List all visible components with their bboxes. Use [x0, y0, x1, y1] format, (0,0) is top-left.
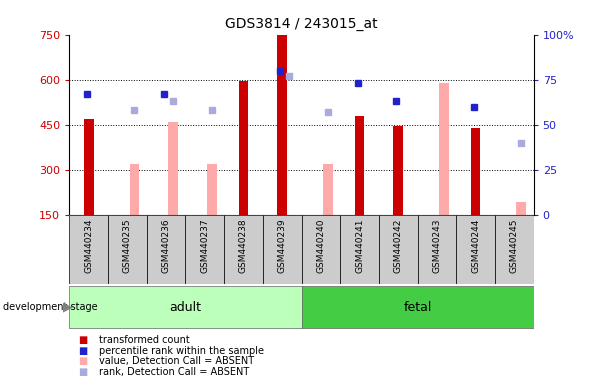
Bar	[323, 164, 333, 215]
Text: ▶: ▶	[63, 301, 73, 314]
Text: ■: ■	[78, 367, 87, 377]
Text: value, Detection Call = ABSENT: value, Detection Call = ABSENT	[99, 356, 254, 366]
FancyBboxPatch shape	[340, 215, 379, 284]
Text: transformed count: transformed count	[99, 335, 190, 345]
Text: ■: ■	[78, 335, 87, 345]
Text: ■: ■	[78, 346, 87, 356]
Bar	[355, 116, 364, 215]
Text: development stage: development stage	[3, 302, 98, 312]
FancyBboxPatch shape	[302, 286, 534, 328]
FancyBboxPatch shape	[417, 215, 456, 284]
Bar	[439, 83, 449, 215]
Text: ■: ■	[78, 356, 87, 366]
Text: percentile rank within the sample: percentile rank within the sample	[99, 346, 265, 356]
Text: GSM440242: GSM440242	[394, 218, 403, 273]
Text: GSM440236: GSM440236	[162, 218, 171, 273]
FancyBboxPatch shape	[108, 215, 147, 284]
Text: GSM440245: GSM440245	[510, 218, 519, 273]
FancyBboxPatch shape	[147, 215, 186, 284]
Title: GDS3814 / 243015_at: GDS3814 / 243015_at	[225, 17, 378, 31]
Text: rank, Detection Call = ABSENT: rank, Detection Call = ABSENT	[99, 367, 250, 377]
FancyBboxPatch shape	[186, 215, 224, 284]
Text: GSM440239: GSM440239	[277, 218, 286, 273]
Text: GSM440241: GSM440241	[355, 218, 364, 273]
Text: GSM440234: GSM440234	[84, 218, 93, 273]
FancyBboxPatch shape	[224, 215, 263, 284]
FancyBboxPatch shape	[263, 215, 302, 284]
Bar	[207, 164, 216, 215]
Text: GSM440235: GSM440235	[123, 218, 132, 273]
Bar	[471, 128, 481, 215]
FancyBboxPatch shape	[456, 215, 495, 284]
Bar	[130, 164, 139, 215]
Text: fetal: fetal	[403, 301, 432, 314]
Text: GSM440238: GSM440238	[239, 218, 248, 273]
FancyBboxPatch shape	[69, 215, 108, 284]
Bar	[239, 81, 248, 215]
FancyBboxPatch shape	[302, 215, 340, 284]
Text: adult: adult	[169, 301, 201, 314]
Text: GSM440240: GSM440240	[317, 218, 326, 273]
Text: GSM440237: GSM440237	[200, 218, 209, 273]
FancyBboxPatch shape	[495, 215, 534, 284]
Bar	[168, 122, 178, 215]
Text: GSM440244: GSM440244	[471, 218, 480, 273]
Bar	[516, 202, 526, 215]
Bar	[84, 119, 93, 215]
FancyBboxPatch shape	[69, 286, 302, 328]
Bar	[393, 126, 403, 215]
Text: GSM440243: GSM440243	[432, 218, 441, 273]
FancyBboxPatch shape	[379, 215, 417, 284]
Bar	[277, 35, 287, 215]
